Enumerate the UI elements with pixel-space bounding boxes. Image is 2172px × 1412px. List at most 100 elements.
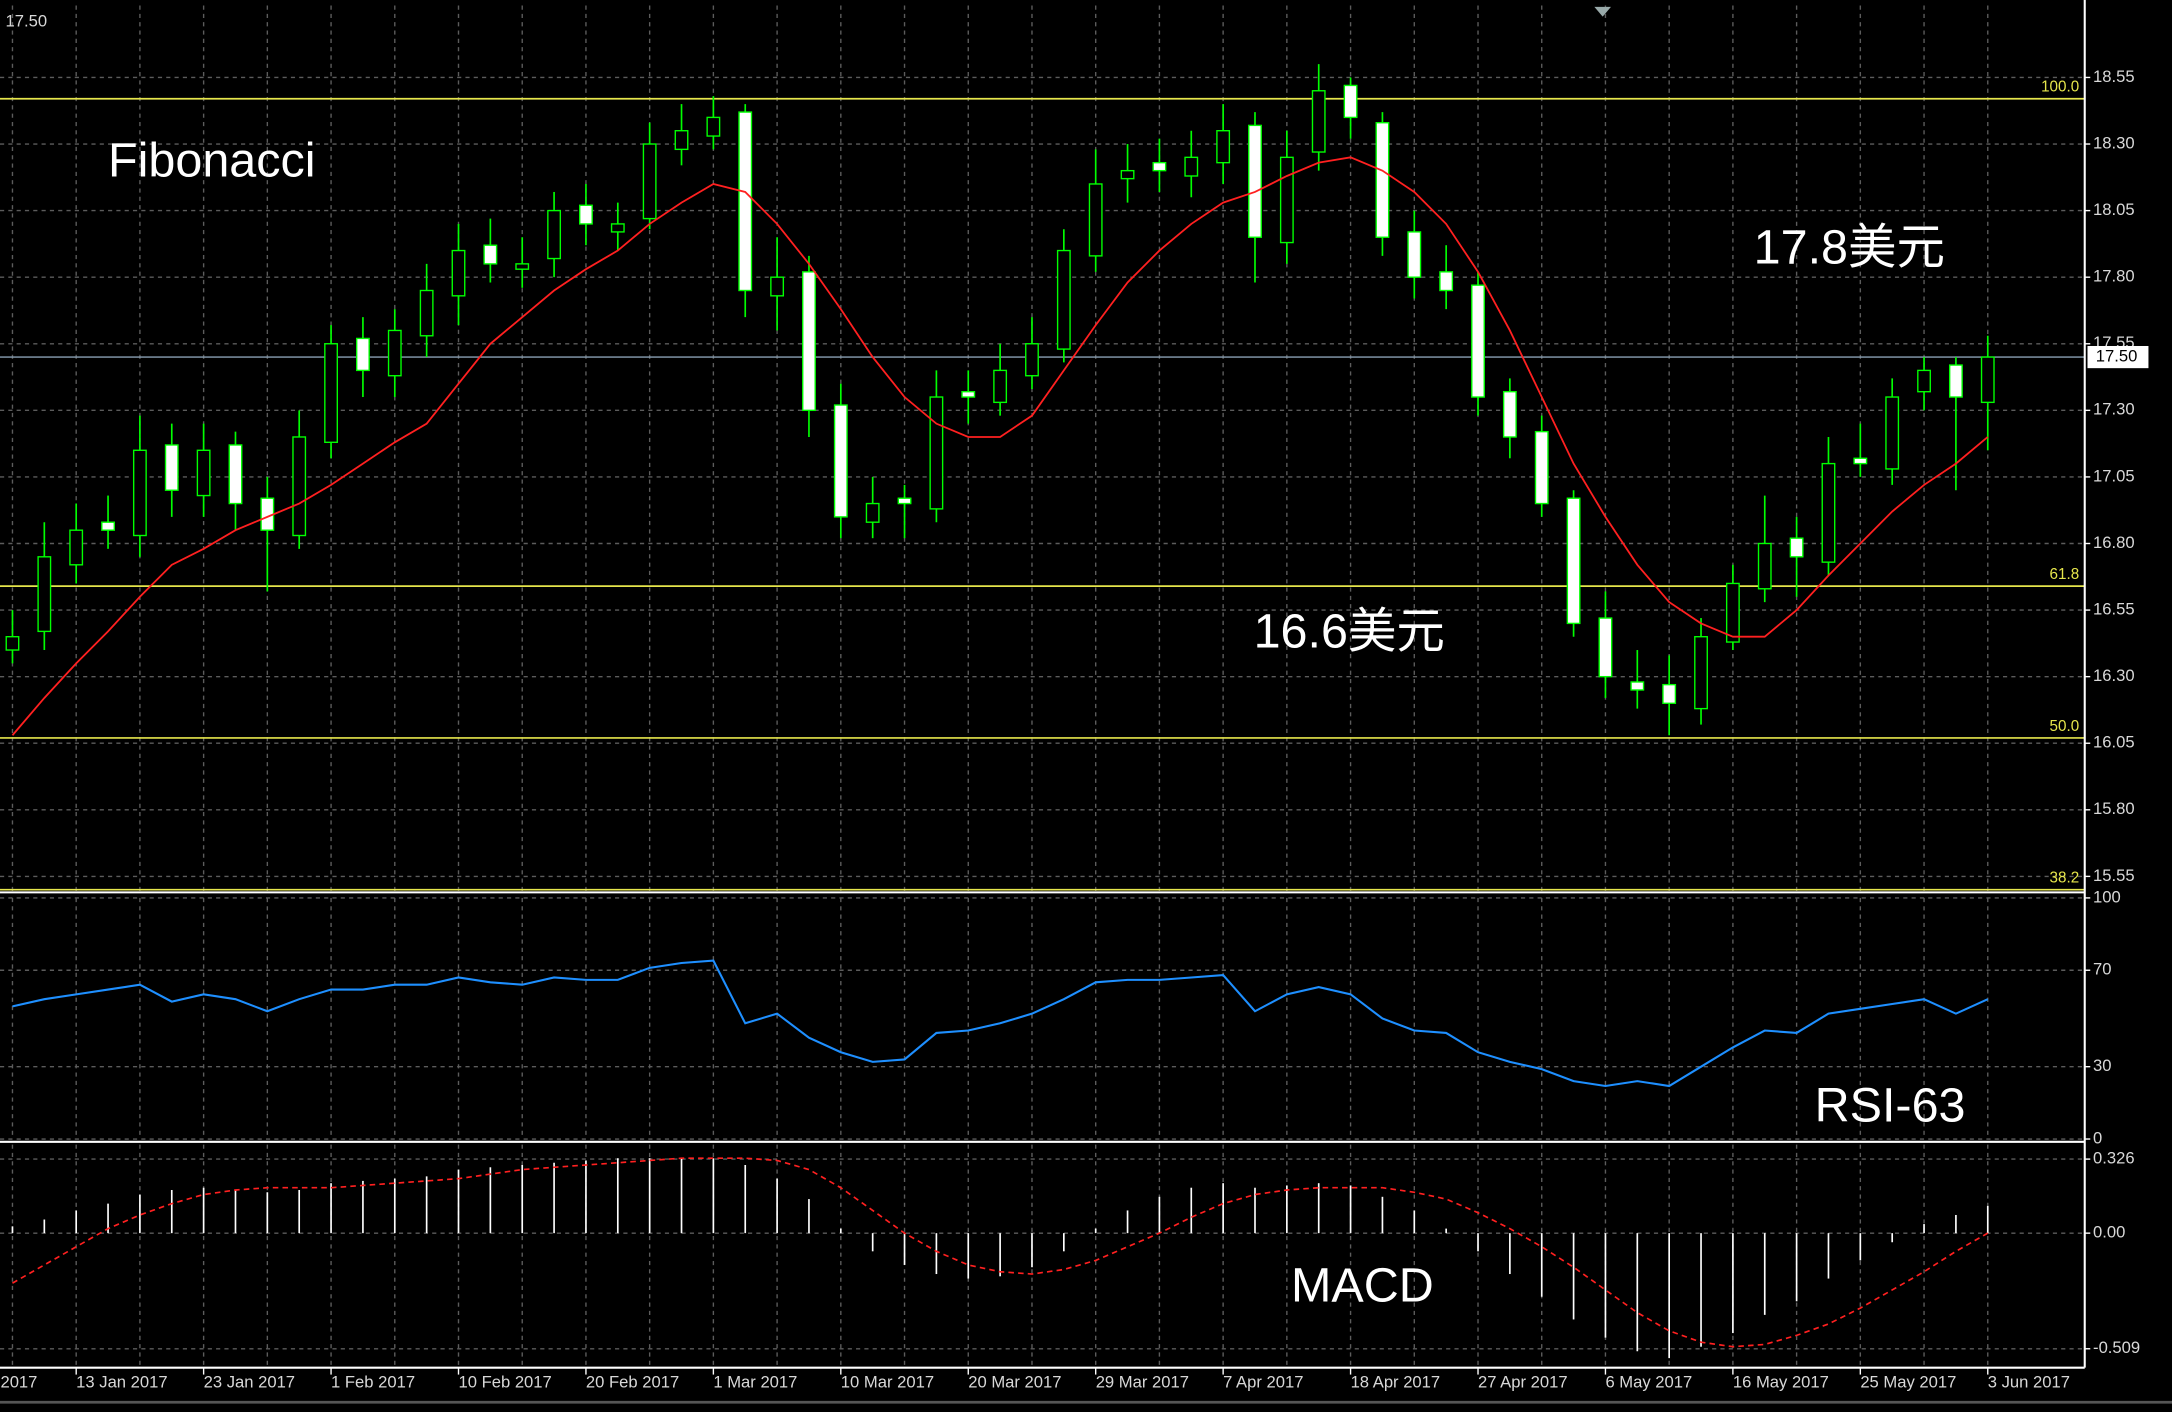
fib-level-label: 50.0 [2050,718,2080,735]
candle-body [5,636,20,651]
annotation: 16.6美元 [1254,604,1445,658]
candle-body [1184,156,1199,177]
candle-body [132,449,147,537]
fib-level-label: 38.2 [2050,870,2080,887]
y-tick-label: 30 [2093,1056,2111,1075]
x-tick-label: 1 Feb 2017 [331,1372,415,1391]
candle-body [1662,683,1677,704]
x-tick-label: 10 Mar 2017 [841,1372,934,1391]
annotation: MACD [1291,1258,1434,1312]
candle-body [1534,430,1549,505]
candle-body [1821,462,1836,563]
x-tick-label: 3 Jun 2017 [1988,1372,2070,1391]
candle-body [1375,122,1390,238]
candle-body [1948,364,1963,398]
y-tick-label: 16.80 [2093,533,2135,552]
candle-body [610,223,625,233]
y-tick-label: -0.509 [2093,1338,2140,1357]
candle-body [1025,343,1039,377]
candle-body [1757,542,1772,590]
fib-level-label: 100.0 [2041,79,2079,96]
candle-body [1598,617,1613,678]
x-tick-label: 20 Feb 2017 [586,1372,679,1391]
candle-body [642,143,657,220]
candle-body [1980,356,1995,404]
y-tick-label: 15.80 [2093,799,2135,818]
signal-line [12,1157,1989,1348]
marks: 100.0 61.8 50.0 38.2 [0,64,2085,1359]
candle-body [515,263,530,270]
x-tick-label: 6 May 2017 [1605,1372,1692,1391]
current-price-label: 17.50 [2096,346,2138,365]
candle-body [1566,497,1581,625]
x-tick-label: 23 Jan 2017 [204,1372,295,1391]
candle-body [802,271,816,412]
annotation: RSI-63 [1815,1078,1966,1132]
x-tick-label: 25 May 2017 [1860,1372,1956,1391]
candle-body [324,343,338,443]
y-tick-label: 17.80 [2093,267,2135,286]
y-tick-label: 18.55 [2093,67,2135,86]
x-tick-label: 10 Feb 2017 [459,1372,552,1391]
candle-body [961,391,976,398]
rsi-line [12,959,1989,1088]
candle-body [1789,537,1804,558]
x-tick-label: 2017 [0,1372,37,1391]
candle-body [1471,284,1485,398]
candle-body [1885,396,1900,470]
candle-body [1502,391,1517,438]
candle-body [1311,90,1326,153]
candle-body [674,130,689,151]
y-tick-label: 15.55 [2093,866,2135,885]
y-tick-label: 17.30 [2093,400,2135,419]
labels: 15.55 15.80 16.05 16.30 16.55 16.80 17.05 17.30… [75,67,2149,1391]
candle-body [1439,271,1454,292]
candle-body [69,529,84,566]
annotation: 17.8美元 [1754,221,1945,275]
candle-body [101,521,115,531]
current-price-box [2087,345,2149,369]
candle-body [355,337,370,372]
fib-level-label: 61.8 [2050,566,2080,583]
candle-body [1279,156,1294,244]
y-tick-label: 18.30 [2093,133,2135,152]
candle-body [1725,582,1740,643]
y-tick-label: 70 [2093,960,2111,979]
candle-body [897,497,912,505]
candle-body [387,329,402,377]
corner-price: 17.50 [6,12,48,31]
y-tick-label: 0.00 [2093,1223,2125,1242]
annotation: Fibonacci [108,133,315,187]
candle-body [228,444,243,505]
candle-body [1343,84,1358,119]
candle-body [1917,369,1931,393]
candle-body [1152,161,1167,172]
candle-body [1088,183,1103,257]
candle-body [419,289,434,337]
candle-body [833,404,848,518]
moving-average [11,156,1989,736]
candle-body [547,209,562,260]
x-tick-label: 13 Jan 2017 [76,1372,167,1391]
candle-body [738,111,753,292]
candle-body [1694,636,1708,710]
y-tick-label: 16.30 [2093,666,2135,685]
y-tick-label: 16.05 [2093,733,2135,752]
x-tick-label: 7 Apr 2017 [1223,1372,1303,1391]
candle-body [483,244,498,265]
y-tick-label: 0.326 [2093,1148,2135,1167]
candle-body [196,449,211,497]
y-tick-label: 17.05 [2093,466,2135,485]
candle-body [451,249,466,297]
candle-body [1120,169,1135,180]
candle-body [1248,124,1262,238]
x-tick-label: 29 Mar 2017 [1096,1372,1189,1391]
x-tick-label: 18 Apr 2017 [1351,1372,1441,1391]
x-tick-label: 16 May 2017 [1733,1372,1829,1391]
y-tick-label: 16.55 [2093,599,2135,618]
y-tick-label: 100 [2093,887,2121,906]
candle-body [164,444,179,491]
candle-body [1407,231,1422,278]
candle-body [706,116,721,137]
